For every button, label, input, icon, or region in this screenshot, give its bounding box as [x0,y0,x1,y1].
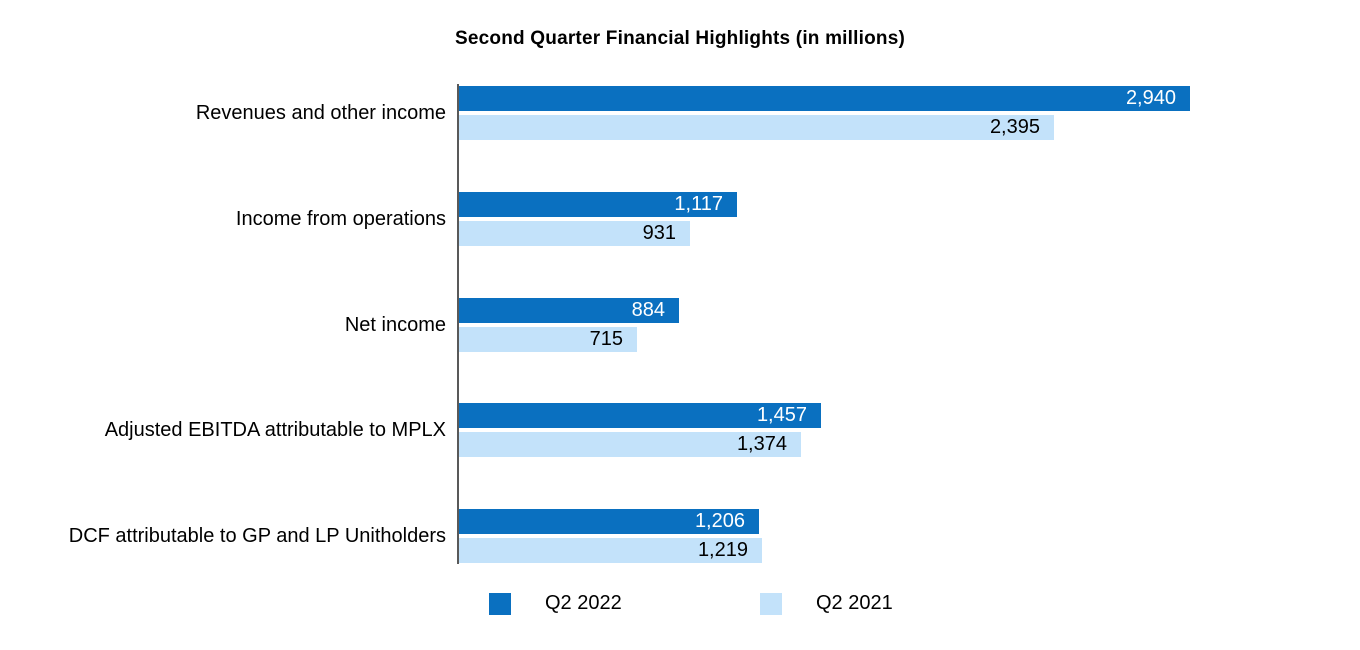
bar-q2-2022-net-income: 884 [459,298,679,323]
category-axis-line [457,84,459,564]
bar-q2-2022-income-from-operations: 1,117 [459,192,737,217]
bar-value-label: 715 [589,328,623,350]
category-label-income-from-operations: Income from operations [235,207,446,230]
category-label-adjusted-ebitda-attributable-to-mplx: Adjusted EBITDA attributable to MPLX [104,418,446,441]
bar-q2-2022-revenues-and-other-income: 2,940 [459,86,1190,111]
bar-value-label: 1,206 [694,510,745,532]
bar-value-label: 931 [642,222,676,244]
chart-title: Second Quarter Financial Highlights (in … [454,28,905,49]
bar-q2-2021-net-income: 715 [459,327,637,352]
bar-value-label: 1,374 [736,433,787,455]
bar-q2-2021-revenues-and-other-income: 2,395 [459,115,1054,140]
category-label-revenues-and-other-income: Revenues and other income [195,101,446,124]
category-label-dcf-attributable-to-gp-and-lp-unitholders: DCF attributable to GP and LP Unitholder… [68,524,446,547]
category-label-net-income: Net income [344,313,446,336]
bar-q2-2021-adjusted-ebitda-attributable-to-mplx: 1,374 [459,432,801,457]
bar-value-label: 2,395 [989,116,1040,138]
bar-q2-2022-adjusted-ebitda-attributable-to-mplx: 1,457 [459,403,821,428]
bar-value-label: 1,117 [674,193,723,215]
bar-q2-2021-income-from-operations: 931 [459,221,690,246]
bar-value-label: 884 [631,299,665,321]
bar-value-label: 1,219 [697,539,748,561]
bar-q2-2022-dcf-attributable-to-gp-and-lp-unitholders: 1,206 [459,509,759,534]
bar-q2-2021-dcf-attributable-to-gp-and-lp-unitholders: 1,219 [459,538,762,563]
bar-value-label: 1,457 [756,404,807,426]
bar-value-label: 2,940 [1125,87,1176,109]
